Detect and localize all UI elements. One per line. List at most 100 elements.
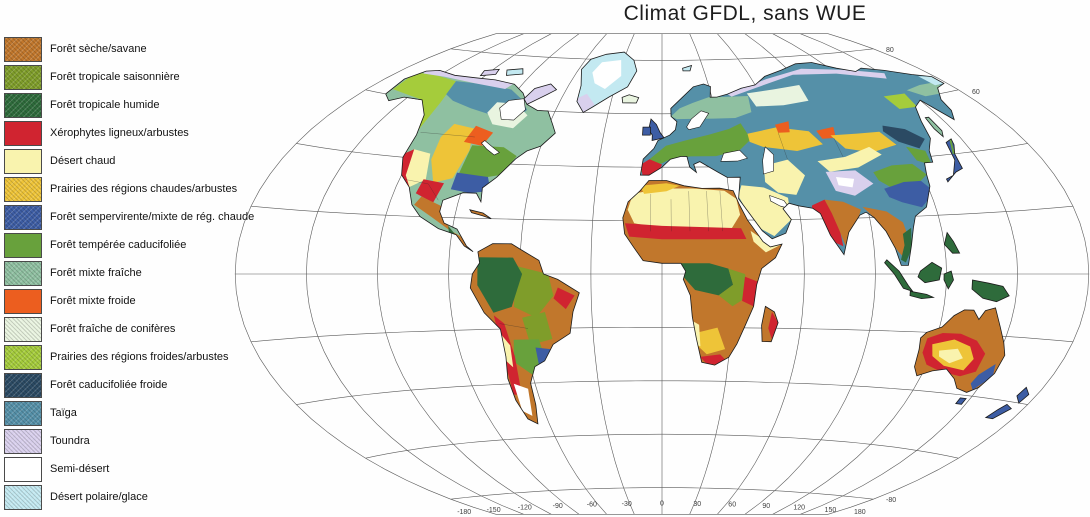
greenland-semi_desert-region xyxy=(592,60,622,89)
landmass-japan xyxy=(945,138,963,183)
north-america-prairies_chaudes-region xyxy=(431,123,475,183)
legend-item-semi_desert: Semi-désert xyxy=(4,456,304,482)
legend-label: Désert chaud xyxy=(50,155,116,167)
legend-item-desert_chaud: Désert chaud xyxy=(4,148,304,174)
svalbard-base xyxy=(682,65,692,71)
xero-swatch xyxy=(4,120,42,146)
legend-label: Prairies des régions chaudes/arbustes xyxy=(50,183,238,195)
latitude-label-60: 60 xyxy=(972,89,980,96)
landmass-borneo xyxy=(917,261,943,284)
legend-label: Forêt fraîche de conifères xyxy=(50,323,176,335)
japan-coastline xyxy=(945,138,963,183)
longitude-label--90: -90 xyxy=(553,503,563,510)
eurasia-water-region xyxy=(720,149,748,162)
eurasia-prairies_chaudes-region xyxy=(747,127,823,151)
toundra-swatch xyxy=(4,428,42,454)
eurasia-savane-region xyxy=(824,199,861,247)
landmass-philippines xyxy=(943,231,961,254)
legend-label: Xérophytes ligneux/arbustes xyxy=(50,127,189,139)
south-america-desert_chaud-region xyxy=(501,334,514,368)
meridian--30 xyxy=(590,33,635,515)
legend-label: Forêt caducifoliée froide xyxy=(50,379,168,391)
japan-temp_caduc-region xyxy=(949,138,955,155)
borneo-coastline xyxy=(917,261,943,284)
landmass-sakhalin xyxy=(924,116,944,138)
arctic-island-2-coastline xyxy=(479,68,501,77)
legend-label: Prairies des régions froides/arbustes xyxy=(50,351,229,363)
longitude-label--30: -30 xyxy=(622,501,632,508)
legend-label: Forêt sèche/savane xyxy=(50,43,147,55)
landmass-arctic-island-1 xyxy=(506,68,524,76)
legend-item-temp_caduc: Forêt tempérée caducifoliée xyxy=(4,232,304,258)
legend-item-mixte_fraiche: Forêt mixte fraîche xyxy=(4,260,304,286)
africa-prairies_chaudes-region xyxy=(639,183,680,194)
africa-trop_humide-region xyxy=(680,263,734,296)
java-coastline xyxy=(909,290,935,300)
legend-item-trop_humide: Forêt tropicale humide xyxy=(4,92,304,118)
sakhalin-coastline xyxy=(924,116,944,138)
eurasia-semperv-region xyxy=(884,180,935,208)
baffin-base xyxy=(524,84,557,105)
landmass-new-guinea xyxy=(971,279,1010,303)
africa-xero-region xyxy=(742,276,760,307)
legend-item-xero: Xérophytes ligneux/arbustes xyxy=(4,120,304,146)
landmass-south-america xyxy=(469,243,580,425)
north-america-coastline xyxy=(385,69,556,253)
landmass-madagascar xyxy=(761,305,779,343)
eurasia-caduc_froide-region xyxy=(882,125,925,149)
sakhalin-base xyxy=(925,117,944,137)
legend-label: Semi-désert xyxy=(50,463,110,475)
eurasia-temp_caduc-region xyxy=(906,146,933,166)
tasmania-coastline xyxy=(955,397,967,405)
south-america-semi_desert-region xyxy=(513,383,533,416)
legend-item-toundra: Toundra xyxy=(4,428,304,454)
landmass-new-zealand-south xyxy=(984,403,1012,420)
mixte_froide-swatch xyxy=(4,288,42,314)
savane-swatch xyxy=(4,36,42,62)
australia-semperv-region xyxy=(970,364,996,390)
eurasia-desert_chaud-region xyxy=(817,146,882,172)
south-america-trop_saison-region xyxy=(522,312,553,345)
legend-label: Forêt mixte fraîche xyxy=(50,267,142,279)
africa-xero-region xyxy=(624,223,747,240)
new-guinea-base xyxy=(972,280,1010,302)
eurasia-mixte_fraiche-region xyxy=(671,96,752,120)
trop_humide-swatch xyxy=(4,92,42,118)
mixte_fraiche-swatch xyxy=(4,260,42,286)
legend-item-semperv: Forêt sempervirente/mixte de rég. chaude xyxy=(4,204,304,230)
eurasia-water-region xyxy=(686,110,710,131)
landmass-baffin xyxy=(523,83,558,105)
meridian-180 xyxy=(827,33,1090,515)
legend-label: Forêt mixte froide xyxy=(50,295,136,307)
legend-label: Forêt tropicale humide xyxy=(50,99,160,111)
arctic-island-1-base xyxy=(506,68,523,76)
landmass-africa xyxy=(622,180,783,366)
desert_chaud-swatch xyxy=(4,148,42,174)
tasmania-base xyxy=(955,397,967,405)
semi_desert-swatch xyxy=(4,456,42,482)
borneo-base xyxy=(918,262,942,283)
longitude-label--180: -180 xyxy=(457,509,471,516)
longitude-label-120: 120 xyxy=(793,505,805,512)
svalbard-coastline xyxy=(682,64,693,72)
eurasia-semi_desert-region xyxy=(836,177,855,188)
legend-item-prairies_chaudes: Prairies des régions chaudes/arbustes xyxy=(4,176,304,202)
landmass-north-america xyxy=(385,69,556,253)
landmass-svalbard xyxy=(682,64,693,72)
new-zealand-north-coastline xyxy=(1016,386,1030,404)
north-america-xero-region xyxy=(415,179,444,203)
map-title: Climat GFDL, sans WUE xyxy=(623,2,867,25)
south-america-coastline xyxy=(469,243,580,425)
landmass-tasmania xyxy=(955,397,967,405)
baffin-coastline xyxy=(523,83,558,105)
landmass-java xyxy=(909,290,935,300)
iceland-base xyxy=(622,94,639,103)
legend-item-taiga: Taïga xyxy=(4,400,304,426)
north-america-semperv-region xyxy=(450,172,491,193)
longitude-labels: -180 -150 -120 -90 -60 -30 0 30 60 90 120 150 180 xyxy=(457,501,866,516)
australia-coastline xyxy=(914,307,1006,393)
landmass-great-britain xyxy=(648,118,665,142)
ireland-base xyxy=(642,127,651,136)
landmass-australia xyxy=(914,307,1006,393)
